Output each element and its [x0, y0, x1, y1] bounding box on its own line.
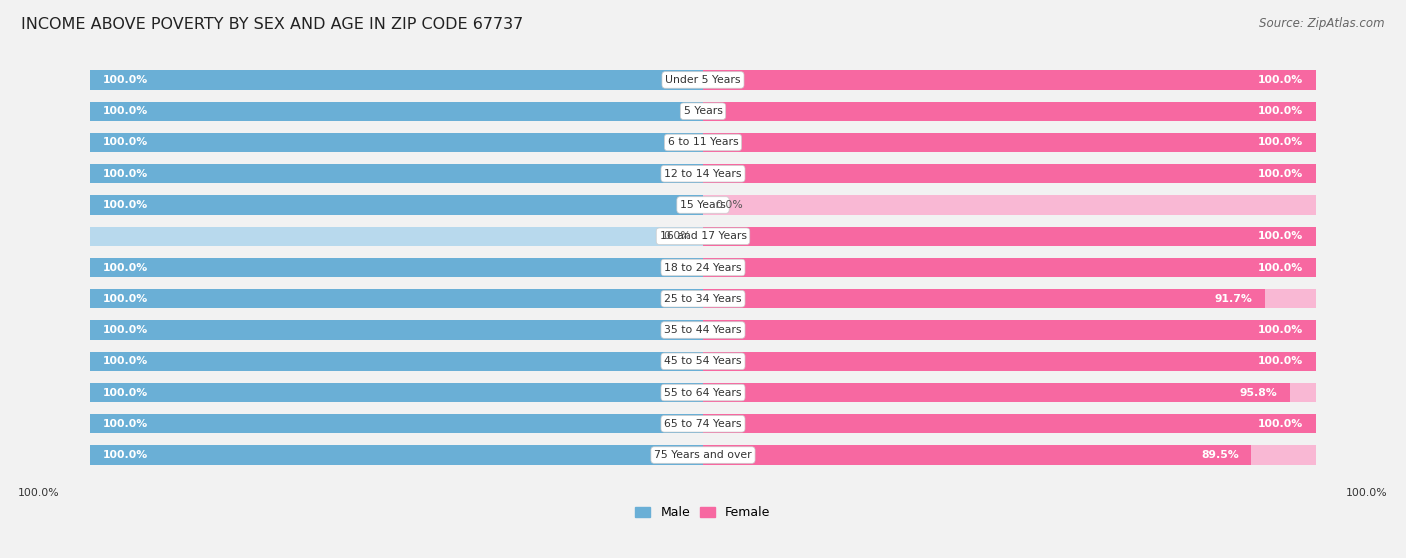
Bar [703, 320, 1316, 340]
Text: 100.0%: 100.0% [1258, 106, 1303, 116]
Text: 16 and 17 Years: 16 and 17 Years [659, 231, 747, 241]
Bar [703, 70, 1316, 90]
Bar [90, 352, 703, 371]
Text: 5 Years: 5 Years [683, 106, 723, 116]
Text: 100.0%: 100.0% [103, 262, 148, 272]
Bar [703, 164, 1316, 184]
Bar [90, 164, 703, 184]
Bar [703, 320, 1316, 340]
Bar [703, 414, 1316, 434]
Text: 100.0%: 100.0% [103, 419, 148, 429]
Text: 100.0%: 100.0% [103, 75, 148, 85]
Text: Source: ZipAtlas.com: Source: ZipAtlas.com [1260, 17, 1385, 30]
Text: 100.0%: 100.0% [1258, 325, 1303, 335]
Text: 75 Years and over: 75 Years and over [654, 450, 752, 460]
Text: 100.0%: 100.0% [103, 137, 148, 147]
Bar [703, 164, 1316, 184]
Text: INCOME ABOVE POVERTY BY SEX AND AGE IN ZIP CODE 67737: INCOME ABOVE POVERTY BY SEX AND AGE IN Z… [21, 17, 523, 32]
Text: 55 to 64 Years: 55 to 64 Years [664, 388, 742, 397]
Text: 25 to 34 Years: 25 to 34 Years [664, 294, 742, 304]
Text: 100.0%: 100.0% [103, 294, 148, 304]
Bar [90, 258, 703, 277]
Bar [703, 445, 1316, 465]
Bar [90, 320, 703, 340]
Bar [703, 258, 1316, 277]
Bar [703, 133, 1316, 152]
Bar [703, 195, 1316, 215]
Text: 100.0%: 100.0% [18, 488, 60, 498]
Bar [703, 258, 1316, 277]
Text: 0.0%: 0.0% [664, 231, 690, 241]
Bar [90, 102, 703, 121]
Bar [703, 383, 1289, 402]
Bar [703, 133, 1316, 152]
Bar [703, 227, 1316, 246]
Text: 95.8%: 95.8% [1240, 388, 1278, 397]
Bar [703, 289, 1264, 309]
Bar [90, 414, 703, 434]
Text: 45 to 54 Years: 45 to 54 Years [664, 356, 742, 366]
Bar [90, 70, 703, 90]
Text: 12 to 14 Years: 12 to 14 Years [664, 169, 742, 179]
Bar [703, 352, 1316, 371]
Text: 91.7%: 91.7% [1215, 294, 1253, 304]
Bar [90, 133, 703, 152]
Text: 100.0%: 100.0% [103, 200, 148, 210]
Text: 100.0%: 100.0% [1258, 169, 1303, 179]
Text: 100.0%: 100.0% [103, 169, 148, 179]
Bar [703, 102, 1316, 121]
Bar [90, 445, 703, 465]
Text: 100.0%: 100.0% [1258, 356, 1303, 366]
Bar [703, 227, 1316, 246]
Bar [90, 164, 703, 184]
Bar [90, 195, 703, 215]
Bar [90, 258, 703, 277]
Text: 100.0%: 100.0% [103, 106, 148, 116]
Bar [90, 445, 703, 465]
Text: 100.0%: 100.0% [103, 325, 148, 335]
Bar [90, 133, 703, 152]
Text: 15 Years: 15 Years [681, 200, 725, 210]
Bar [90, 227, 703, 246]
Text: 100.0%: 100.0% [1258, 137, 1303, 147]
Bar [90, 289, 703, 309]
Text: 100.0%: 100.0% [1258, 75, 1303, 85]
Text: 6 to 11 Years: 6 to 11 Years [668, 137, 738, 147]
Bar [90, 414, 703, 434]
Bar [90, 195, 703, 215]
Text: 0.0%: 0.0% [716, 200, 742, 210]
Bar [90, 352, 703, 371]
Bar [90, 320, 703, 340]
Text: Under 5 Years: Under 5 Years [665, 75, 741, 85]
Bar [90, 102, 703, 121]
Text: 100.0%: 100.0% [1258, 419, 1303, 429]
Bar [703, 70, 1316, 90]
Text: 100.0%: 100.0% [1258, 231, 1303, 241]
Text: 100.0%: 100.0% [1258, 262, 1303, 272]
Bar [703, 352, 1316, 371]
Bar [90, 383, 703, 402]
Legend: Male, Female: Male, Female [636, 506, 770, 519]
Text: 100.0%: 100.0% [103, 356, 148, 366]
Bar [703, 445, 1251, 465]
Bar [703, 289, 1316, 309]
Bar [703, 102, 1316, 121]
Bar [90, 289, 703, 309]
Text: 100.0%: 100.0% [103, 450, 148, 460]
Bar [90, 383, 703, 402]
Text: 89.5%: 89.5% [1201, 450, 1239, 460]
Text: 100.0%: 100.0% [1346, 488, 1388, 498]
Text: 35 to 44 Years: 35 to 44 Years [664, 325, 742, 335]
Bar [90, 70, 703, 90]
Bar [703, 414, 1316, 434]
Text: 65 to 74 Years: 65 to 74 Years [664, 419, 742, 429]
Bar [703, 383, 1316, 402]
Text: 100.0%: 100.0% [103, 388, 148, 397]
Text: 18 to 24 Years: 18 to 24 Years [664, 262, 742, 272]
